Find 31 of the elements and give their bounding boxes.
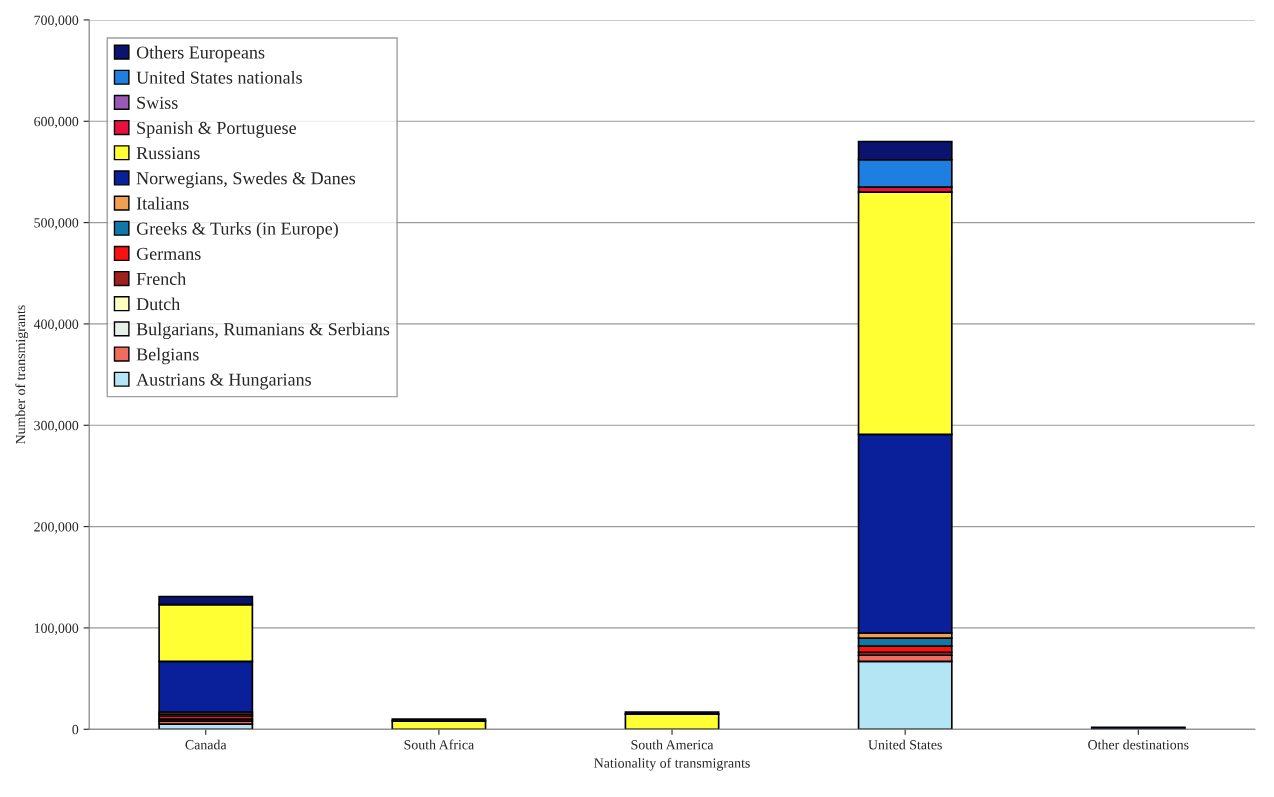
y-tick-label: 500,000 [34,218,79,230]
legend-label: Austrians & Hungarians [136,373,311,390]
x-tick-label: Canada [185,739,227,750]
x-tick-label: United States [868,739,942,750]
x-tick-label: South America [631,739,714,750]
y-axis-title: Number of transmigrants [15,305,29,445]
legend-label: Russians [136,147,200,160]
y-tick-label: 700,000 [34,15,79,27]
y-tick-label: 600,000 [34,116,79,129]
legend-label: Dutch [136,297,181,311]
y-tick-label: 300,000 [34,420,79,433]
legend-label: Belgians [136,347,199,365]
x-tick-label: Other destinations [1088,739,1189,750]
legend-label: Norwegians, Swedes & Danes [136,171,356,189]
bar [857,660,953,730]
bar [1090,726,1186,730]
legend-label: Germans [136,247,201,260]
legend-label: Italians [136,196,189,210]
legend-label: United States nationals [136,71,302,84]
y-tick-label: 100,000 [34,623,79,635]
y-tick-label: 0 [72,724,79,735]
legend-label: Spanish & Portuguese [137,121,296,138]
legend-label: French [136,272,187,286]
y-tick-label: 200,000 [34,522,79,534]
legend-label: Others Europeans [136,45,265,63]
y-tick-label: 400,000 [33,319,79,331]
legend-label: Swiss [137,96,178,109]
x-tick-label: South Africa [404,739,474,750]
legend-label: Greeks & Turks (in Europe) [136,222,338,239]
x-axis-title: Nationality of transmigrants [594,757,750,771]
legend-label: Bulgarians, Rumanians & Serbians [136,322,390,340]
